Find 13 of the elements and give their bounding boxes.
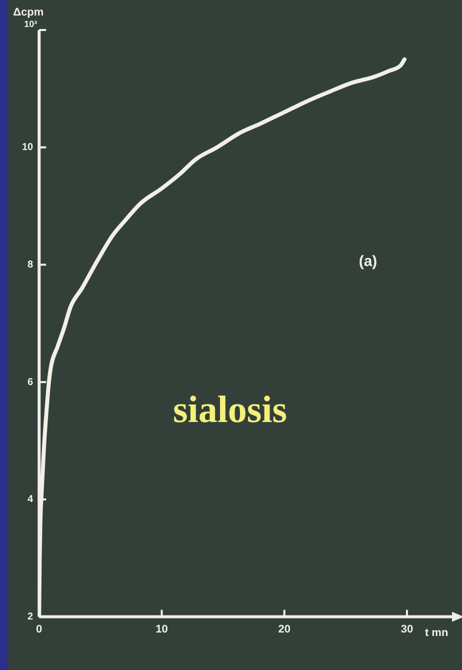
x-tick-label: 10 (156, 623, 168, 636)
y-tick-label: 4 (28, 494, 34, 506)
y-axis-title: Δcpm 10³ (13, 6, 44, 29)
x-tick-label: 0 (36, 623, 42, 636)
x-axis-title: t mn (424, 626, 448, 639)
x-tick-label: 30 (400, 623, 414, 636)
annotation: (a) (358, 253, 378, 270)
y-tick-label: 8 (28, 259, 34, 270)
y-tick-label: 6 (28, 376, 34, 388)
y-tick-label: 10 (22, 142, 34, 154)
y-tick-label: 2 (28, 612, 34, 623)
annotation: sialosis (172, 388, 288, 431)
x-tick-label: 20 (278, 623, 290, 636)
